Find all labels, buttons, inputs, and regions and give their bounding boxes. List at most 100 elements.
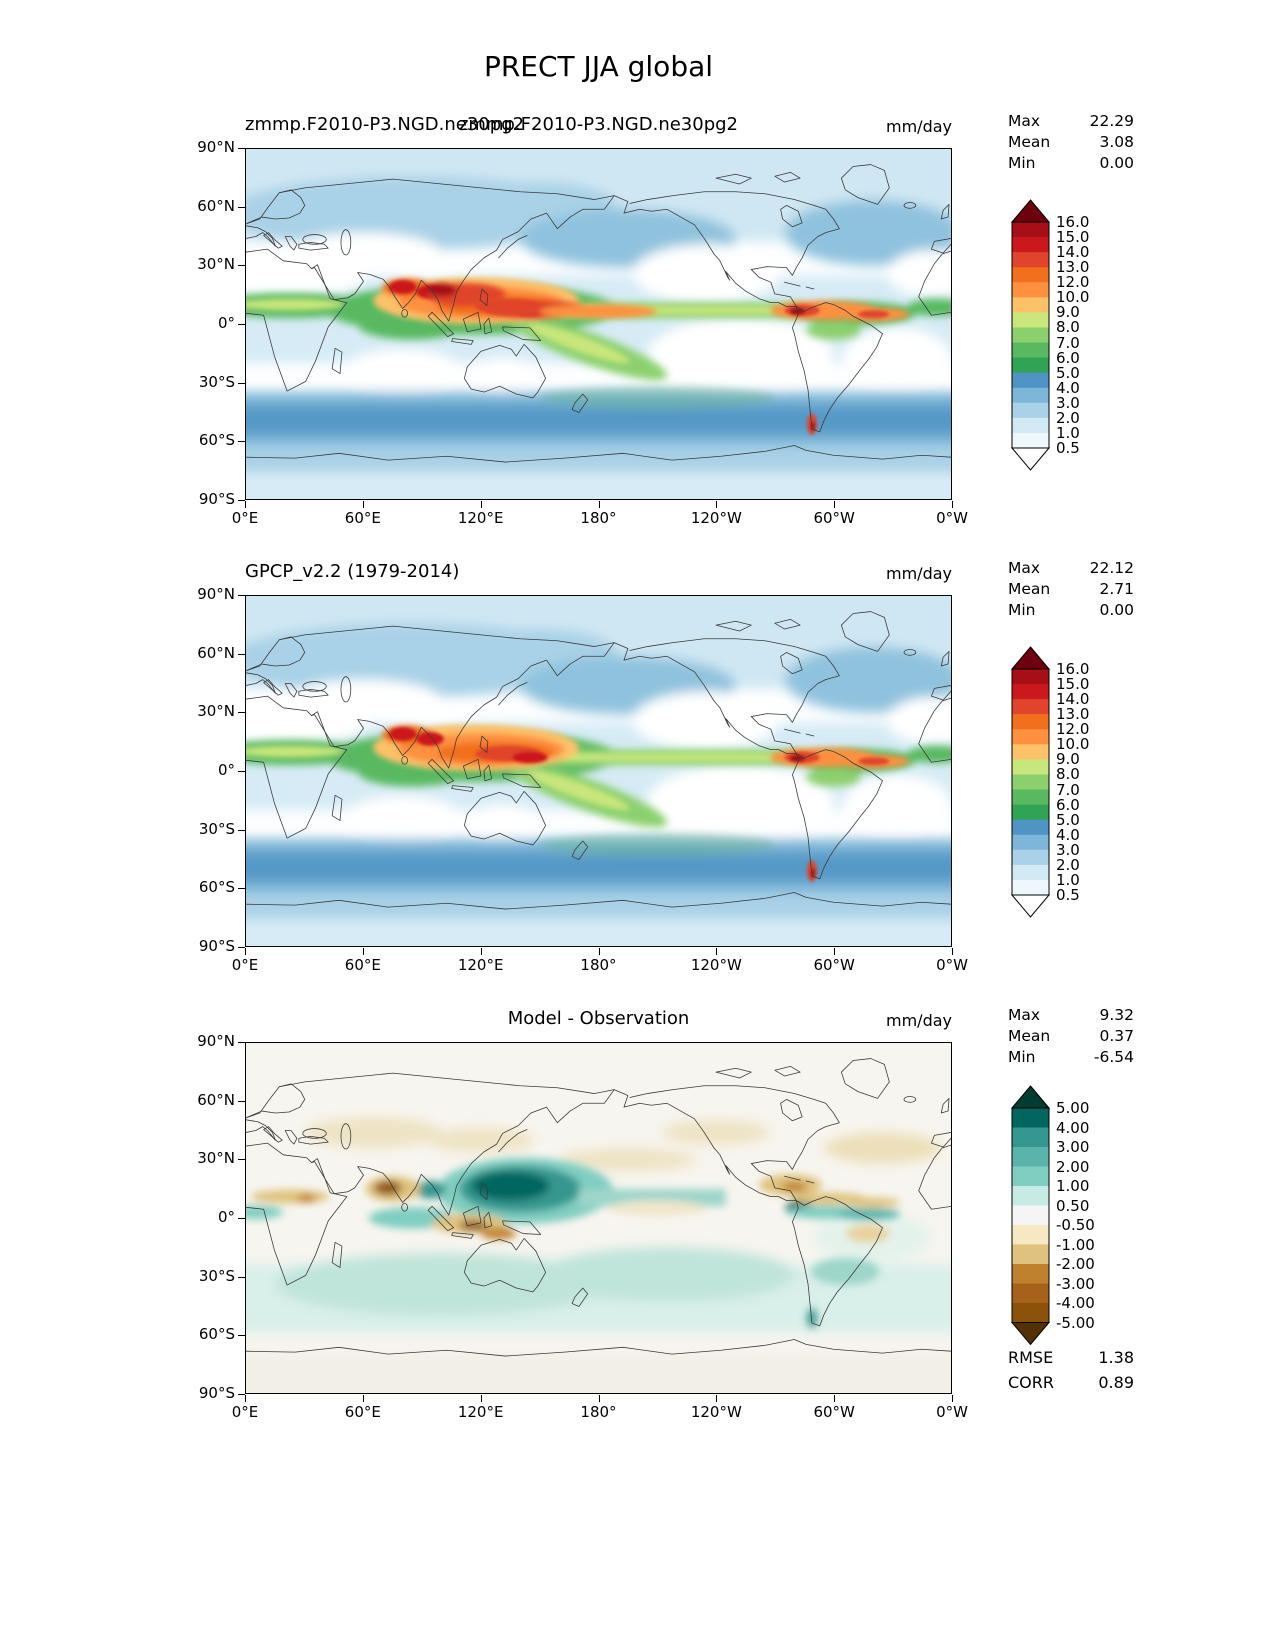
colorbar-band bbox=[1012, 1108, 1049, 1129]
x-axis-tick-mark bbox=[480, 948, 482, 955]
extra-stat-value: 0.89 bbox=[1098, 1373, 1134, 1392]
x-axis-tick-label: 120°E bbox=[457, 956, 504, 974]
x-axis-tick-mark bbox=[245, 501, 246, 508]
y-axis-tick-label: 90°N bbox=[197, 585, 235, 603]
y-axis-tick-label: 90°S bbox=[198, 490, 235, 508]
y-axis-tick-mark bbox=[238, 1159, 245, 1161]
y-axis-tick-label: 90°N bbox=[197, 1032, 235, 1050]
colorbar-tick-label: 7.0 bbox=[1056, 780, 1080, 799]
x-axis-tick-label: 120°W bbox=[690, 1403, 742, 1421]
x-axis-tick-label: 0°W bbox=[936, 509, 968, 527]
panel-title-center: zmmp.F2010-P3.NGD.ne30pg2 bbox=[458, 114, 739, 135]
x-axis-tick-mark bbox=[598, 948, 600, 955]
extra-stat-label: RMSE bbox=[1008, 1348, 1054, 1367]
colorbar-tick-label: 2.00 bbox=[1056, 1157, 1090, 1176]
colorbar-tick-label: -1.00 bbox=[1056, 1235, 1095, 1254]
y-axis-tick-mark bbox=[238, 1042, 245, 1043]
observation-map-plot bbox=[245, 595, 952, 947]
colorbar bbox=[1011, 199, 1050, 471]
stat-row: Max 22.29 bbox=[1008, 112, 1134, 131]
x-axis-tick-label: 0°E bbox=[231, 509, 259, 527]
colorbar-extend-over-arrow bbox=[1011, 199, 1050, 223]
stat-value: 9.32 bbox=[1099, 1006, 1134, 1024]
units-label: mm/day bbox=[886, 117, 952, 136]
x-axis-tick-mark bbox=[480, 1395, 482, 1402]
colorbar-band bbox=[1012, 237, 1049, 253]
stat-value: 0.00 bbox=[1099, 154, 1134, 172]
y-axis-tick-mark bbox=[238, 1276, 245, 1278]
stat-value: 22.29 bbox=[1089, 112, 1134, 130]
observation-map bbox=[246, 596, 951, 946]
y-axis-tick-mark bbox=[238, 206, 245, 208]
colorbar-tick-label: 6.0 bbox=[1056, 795, 1080, 814]
colorbar-tick-label: -0.50 bbox=[1056, 1216, 1095, 1234]
y-axis-tick-mark bbox=[238, 1218, 245, 1219]
extra-stat-label: CORR bbox=[1008, 1373, 1054, 1392]
colorbar-tick-label: 7.0 bbox=[1056, 333, 1080, 352]
stat-row: Mean 3.08 bbox=[1008, 133, 1134, 152]
colorbar-tick-label: 3.00 bbox=[1056, 1138, 1090, 1156]
stat-label: Min bbox=[1008, 154, 1036, 172]
y-axis-tick-mark bbox=[238, 595, 245, 596]
y-axis-tick-label: 30°S bbox=[198, 372, 235, 391]
colorbar-band bbox=[1012, 222, 1049, 238]
colorbar-tick-label: 12.0 bbox=[1056, 720, 1090, 739]
x-axis-tick-label: 120°W bbox=[690, 509, 742, 527]
y-axis-tick-mark bbox=[238, 1100, 245, 1102]
colorbar-band bbox=[1012, 864, 1049, 881]
x-axis-tick-mark bbox=[362, 1395, 364, 1402]
stat-label: Max bbox=[1008, 1006, 1041, 1024]
x-axis-tick-mark bbox=[952, 1395, 953, 1402]
colorbar-band bbox=[1012, 1127, 1049, 1148]
colorbar-band bbox=[1012, 669, 1049, 685]
y-axis-tick-mark bbox=[238, 500, 245, 501]
precipitation-field-use bbox=[246, 596, 951, 946]
y-axis-tick-mark bbox=[238, 441, 245, 443]
model-map bbox=[246, 149, 951, 499]
y-axis-tick-label: 60°N bbox=[197, 643, 235, 662]
y-axis-tick-label: 0° bbox=[217, 1208, 235, 1226]
y-axis-tick-label: 60°N bbox=[197, 196, 235, 215]
y-axis-tick-mark bbox=[238, 829, 245, 831]
x-axis-tick-label: 60°W bbox=[813, 509, 855, 527]
colorbar-tick-label: 5.0 bbox=[1056, 810, 1080, 829]
x-axis-tick-mark bbox=[362, 501, 364, 508]
stat-label: Min bbox=[1008, 601, 1036, 619]
colorbar-band bbox=[1012, 417, 1049, 434]
colorbar-band bbox=[1012, 372, 1049, 389]
x-axis-tick-mark bbox=[716, 948, 718, 955]
y-axis-tick-label: 90°S bbox=[198, 1384, 235, 1402]
stat-label: Max bbox=[1008, 112, 1041, 130]
x-axis-tick-label: 60°E bbox=[344, 1403, 381, 1421]
x-axis-tick-label: 0°E bbox=[231, 1403, 259, 1421]
colorbar-tick-label: -3.00 bbox=[1056, 1274, 1095, 1293]
colorbar bbox=[1011, 1085, 1050, 1346]
stat-label: Mean bbox=[1008, 580, 1051, 598]
colorbar-band bbox=[1012, 1244, 1049, 1265]
x-axis-tick-label: 0°W bbox=[936, 956, 968, 974]
colorbar-band bbox=[1012, 879, 1049, 896]
colorbar-band bbox=[1012, 267, 1049, 283]
x-axis-tick-mark bbox=[952, 948, 953, 955]
stat-value: 3.08 bbox=[1099, 133, 1134, 151]
colorbar-band bbox=[1012, 312, 1049, 329]
x-axis-tick-label: 60°E bbox=[344, 956, 381, 974]
y-axis-tick-label: 30°N bbox=[197, 255, 235, 274]
stat-label: Max bbox=[1008, 559, 1041, 577]
colorbar-tick-label: 8.0 bbox=[1056, 318, 1080, 337]
y-axis-tick-label: 90°S bbox=[198, 937, 235, 955]
colorbar-band bbox=[1012, 819, 1049, 836]
colorbar-tick-label: 0.5 bbox=[1056, 439, 1080, 457]
y-axis-tick-label: 60°S bbox=[198, 1325, 235, 1344]
y-axis-tick-label: 0° bbox=[217, 761, 235, 779]
colorbar-tick-label: 4.00 bbox=[1056, 1118, 1090, 1137]
colorbar-tick-label: 1.00 bbox=[1056, 1177, 1090, 1195]
y-axis-tick-mark bbox=[238, 712, 245, 714]
stat-row: Min 0.00 bbox=[1008, 154, 1134, 173]
colorbar-tick-label: 12.0 bbox=[1056, 273, 1090, 292]
x-axis-tick-label: 180° bbox=[580, 509, 617, 527]
x-axis-tick-label: 60°W bbox=[813, 956, 855, 974]
colorbar-tick-label: 4.0 bbox=[1056, 825, 1080, 844]
colorbar-tick-label: -4.00 bbox=[1056, 1294, 1095, 1312]
